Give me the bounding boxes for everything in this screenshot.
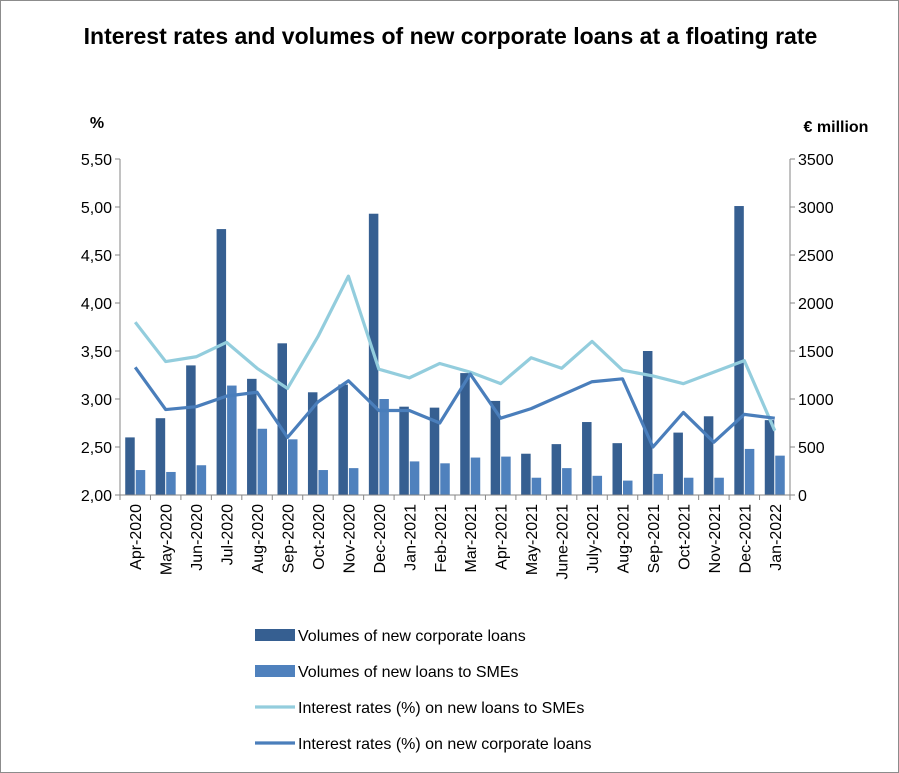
sme-volume-bar — [409, 461, 420, 495]
x-axis-category-label: Jan-2022 — [768, 504, 785, 571]
legend: Volumes of new corporate loans Volumes of… — [255, 628, 591, 753]
sme-volume-bar — [531, 477, 542, 495]
sme-volume-bar — [501, 456, 511, 495]
legend-swatch-corporate-volume — [255, 629, 295, 641]
legend-label-corporate-volume: Volumes of new corporate loans — [298, 628, 526, 645]
sme-volume-bar — [683, 477, 694, 495]
x-axis-category-label: Aug-2020 — [250, 504, 267, 573]
x-axis-category-label: May-2021 — [524, 504, 541, 575]
sme-volume-bar — [440, 463, 450, 495]
corporate-volume-bar — [642, 351, 653, 495]
x-axis-category-label: Mar-2021 — [463, 504, 480, 573]
corporate-volume-bar — [734, 206, 744, 496]
right-axis-tick-label: 500 — [798, 440, 825, 457]
left-axis-tick-label: 2,50 — [81, 440, 112, 457]
corporate-volume-bar — [399, 406, 409, 495]
corporate-volume-bar — [155, 418, 166, 495]
legend-label-corporate-rate: Interest rates (%) on new corporate loan… — [298, 736, 591, 753]
corporate-volume-bar — [277, 343, 287, 495]
corporate-volume-bar — [125, 437, 135, 495]
sme-volume-bar — [288, 439, 298, 495]
left-axis-tick-label: 5,50 — [81, 152, 112, 169]
corporate-volume-bar — [186, 365, 196, 495]
bars-layer — [125, 206, 785, 496]
x-axis-category-label: July-2021 — [585, 504, 602, 573]
x-axis-category-label: Jun-2020 — [189, 504, 206, 571]
sme-volume-bar — [348, 468, 359, 495]
x-axis-category-label: Aug-2021 — [616, 504, 633, 573]
sme-volume-bar — [623, 480, 633, 495]
corporate-volume-bar — [307, 392, 318, 495]
sme-volume-bar — [562, 468, 572, 495]
x-axis-category-label: Nov-2020 — [341, 504, 358, 573]
corporate-volume-bar — [338, 384, 348, 495]
legend-swatch-sme-volume — [255, 665, 295, 677]
corporate-volume-bar — [460, 373, 470, 495]
right-axis-tick-label: 1500 — [798, 344, 834, 361]
x-axis-category-label: June-2021 — [555, 504, 572, 580]
right-axis-tick-label: 1000 — [798, 392, 834, 409]
sme-volume-bar — [470, 457, 481, 495]
left-axis-tick-label: 5,00 — [81, 200, 112, 217]
sme-volume-bar — [318, 470, 328, 495]
corporate-volume-bar — [490, 400, 501, 495]
sme-volume-bar — [135, 470, 146, 495]
chart-title: Interest rates and volumes of new corpor… — [83, 23, 818, 49]
x-axis-category-label: Sep-2021 — [646, 504, 663, 573]
x-axis-category-label: Apr-2020 — [128, 504, 145, 570]
legend-label-sme-rate: Interest rates (%) on new loans to SMEs — [298, 700, 584, 717]
corporate-volume-bar — [673, 432, 683, 495]
sme-volume-bar — [227, 385, 237, 495]
x-axis-category-label: Jan-2021 — [402, 504, 419, 571]
sme-volume-bar — [379, 399, 389, 495]
right-axis-tick-label: 3000 — [798, 200, 834, 217]
sme-volume-bar — [653, 473, 663, 495]
corporate-volume-bar — [703, 416, 714, 495]
corporate-volume-bar — [612, 443, 622, 495]
corporate-volume-bar — [551, 444, 562, 495]
sme-volume-bar — [166, 471, 176, 495]
sme-rate-line — [133, 274, 777, 432]
left-axis-tick-label: 4,00 — [81, 296, 112, 313]
x-axis-category-label: Jul-2020 — [220, 504, 237, 565]
x-axis-category-label: Dec-2021 — [737, 504, 754, 573]
left-axis-tick-label: 4,50 — [81, 248, 112, 265]
x-axis-category-label: Oct-2020 — [311, 504, 328, 570]
left-axis-tick-label: 2,00 — [81, 488, 112, 505]
x-axis-category-label: Oct-2021 — [676, 504, 693, 570]
right-axis-tick-label: 3500 — [798, 152, 834, 169]
right-axis-tick-label: 2500 — [798, 248, 834, 265]
left-axis-tick-label: 3,00 — [81, 392, 112, 409]
x-axis-category-label: Feb-2021 — [433, 504, 450, 573]
corporate-volume-bar — [764, 420, 775, 495]
legend-label-sme-volume: Volumes of new loans to SMEs — [298, 664, 519, 681]
x-axis-category-label: May-2020 — [159, 504, 176, 575]
left-axis-tick-label: 3,50 — [81, 344, 112, 361]
corporate-volume-bar — [247, 378, 257, 495]
corporate-volume-bar — [216, 229, 227, 495]
x-axis-category-label: Apr-2021 — [494, 504, 511, 570]
axes-layer: 2,00 2,50 3,00 3,50 4,00 4,50 5,00 5,50 0 500 1000… — [81, 152, 834, 580]
right-axis-tick-label: 2000 — [798, 296, 834, 313]
sme-volume-bar — [196, 465, 207, 495]
sme-volume-bar — [775, 455, 785, 495]
sme-volume-bar — [257, 428, 268, 495]
x-axis-category-label: Nov-2021 — [707, 504, 724, 573]
sme-volume-bar — [744, 448, 755, 495]
right-axis-tick-label: 0 — [798, 488, 807, 505]
corporate-volume-bar — [582, 422, 592, 495]
sme-volume-bar — [592, 475, 603, 495]
lines-layer — [133, 274, 777, 449]
x-axis-category-label: Dec-2020 — [372, 504, 389, 573]
corporate-volume-bar — [429, 407, 440, 495]
corporate-volume-bar — [521, 453, 531, 495]
sme-volume-bar — [714, 477, 724, 495]
x-axis-category-label: Sep-2020 — [281, 504, 298, 573]
corporate-rate-line — [133, 366, 775, 449]
left-axis-unit: % — [90, 115, 104, 132]
right-axis-unit: € million — [804, 119, 869, 136]
